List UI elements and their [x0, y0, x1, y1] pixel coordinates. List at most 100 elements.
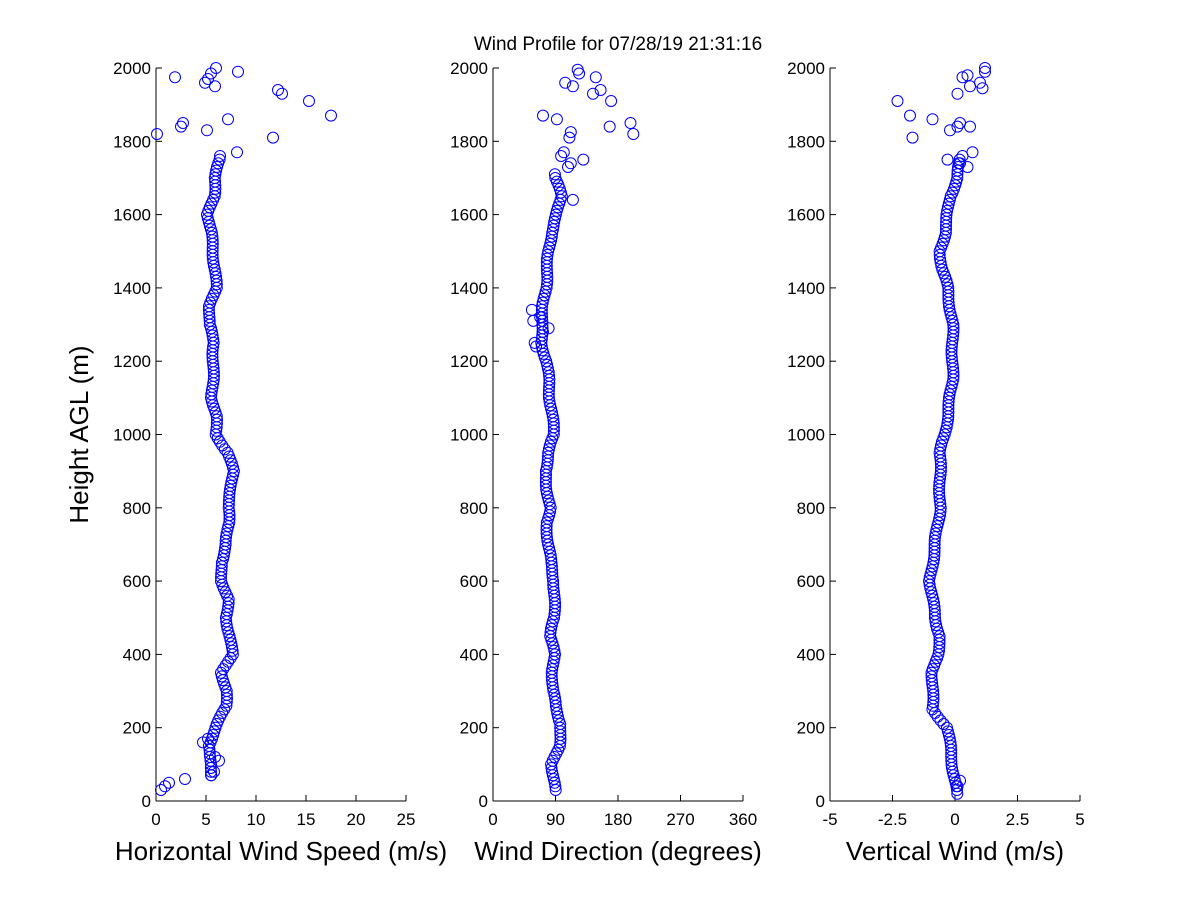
speed-ytick-label: 1000	[113, 426, 151, 445]
vertical-ytick-label: 1600	[787, 206, 825, 225]
speed-xlabel: Horizontal Wind Speed (m/s)	[115, 836, 447, 866]
speed-xtick-label: 0	[151, 810, 160, 829]
direction-point	[549, 648, 561, 661]
direction-point	[557, 146, 570, 159]
direction-xtick-label: 180	[604, 810, 632, 829]
speed-point	[226, 641, 238, 654]
panel-vertical: 0 200 400 600 800 1000 1200 1400 1600 1800 2000 -5 -…	[787, 59, 1085, 866]
speed-point	[267, 131, 279, 144]
vertical-ytick-label: 200	[797, 719, 825, 738]
vertical-point	[941, 153, 954, 166]
direction-point	[627, 128, 640, 140]
vertical-point	[944, 736, 957, 749]
speed-point	[213, 435, 226, 448]
vertical-point	[891, 95, 904, 107]
vertical-xtick-label: -2.5	[878, 810, 907, 829]
speed-point	[179, 773, 191, 785]
vertical-point	[979, 62, 991, 74]
speed-point	[325, 109, 337, 122]
direction-point	[577, 153, 590, 166]
vertical-point	[976, 82, 989, 95]
direction-xtick-label: 90	[546, 810, 565, 829]
speed-ytick-label: 1200	[113, 352, 151, 371]
speed-point	[202, 303, 215, 316]
speed-point	[232, 65, 244, 78]
direction-point	[530, 340, 543, 353]
vertical-point	[925, 670, 938, 683]
direction-point	[603, 120, 616, 133]
direction-point	[566, 193, 579, 206]
direction-point	[534, 311, 547, 324]
vertical-xtick-label: 2.5	[1006, 810, 1030, 829]
direction-point	[566, 80, 579, 93]
direction-ytick-label: 400	[460, 645, 488, 664]
speed-point	[209, 80, 221, 93]
direction-point	[587, 87, 599, 100]
speed-point	[202, 73, 214, 85]
vertical-ytick-label: 1000	[787, 426, 825, 445]
direction-xtick-label: 270	[666, 810, 694, 829]
vertical-point	[951, 780, 964, 793]
vertical-ytick-label: 1200	[787, 352, 825, 371]
speed-point	[214, 150, 226, 162]
direction-point	[545, 762, 558, 774]
direction-point	[550, 113, 563, 126]
vertical-point	[954, 774, 966, 787]
speed-ytick-label: 400	[123, 645, 151, 664]
speed-point	[222, 597, 235, 610]
direction-point	[571, 63, 584, 76]
speed-point	[276, 87, 288, 100]
direction-xtick-label: 360	[729, 810, 757, 829]
speed-point	[205, 769, 217, 782]
speed-ytick-label: 600	[123, 572, 151, 591]
direction-point	[549, 172, 562, 184]
direction-point	[564, 126, 577, 139]
direction-ytick-label: 1400	[450, 279, 488, 298]
speed-xtick-label: 10	[247, 810, 266, 829]
vertical-point	[933, 633, 946, 646]
speed-xtick-label: 15	[297, 810, 316, 829]
vertical-point	[906, 131, 919, 144]
speed-point	[209, 168, 222, 181]
vertical-point	[953, 153, 966, 166]
direction-point	[542, 322, 555, 335]
vertical-point	[951, 87, 964, 100]
vertical-xtick-label: 0	[950, 810, 959, 829]
speed-ytick-label: 0	[142, 792, 151, 811]
direction-point	[624, 117, 637, 129]
speed-point	[163, 776, 175, 789]
direction-point	[589, 71, 602, 84]
vertical-point	[926, 113, 939, 126]
direction-point	[563, 131, 576, 144]
direction-point	[605, 95, 618, 107]
vertical-point	[956, 71, 969, 84]
direction-ytick-label: 1000	[450, 426, 488, 445]
direction-point	[559, 76, 572, 89]
speed-point	[151, 128, 163, 140]
speed-ytick-label: 200	[123, 719, 151, 738]
vertical-point	[944, 124, 956, 137]
vertical-ytick-label: 2000	[787, 59, 825, 78]
direction-point	[527, 314, 540, 327]
vertical-point	[937, 718, 950, 730]
speed-ytick-label: 2000	[113, 59, 151, 78]
vertical-ytick-label: 1800	[787, 132, 825, 151]
speed-point	[216, 439, 229, 452]
direction-point	[548, 168, 561, 181]
direction-ytick-label: 800	[460, 499, 488, 518]
vertical-point	[954, 157, 966, 170]
direction-ytick-label: 2000	[450, 59, 488, 78]
speed-point	[201, 124, 213, 137]
speed-ytick-label: 1800	[113, 132, 151, 151]
vertical-xtick-label: -5	[822, 810, 837, 829]
vertical-ytick-label: 0	[816, 792, 825, 811]
figure-title: Wind Profile for 07/28/19 21:31:16	[474, 34, 762, 55]
speed-point	[155, 784, 167, 796]
vertical-xtick-label: 5	[1075, 810, 1084, 829]
direction-point	[549, 780, 562, 793]
vertical-point	[966, 146, 979, 159]
speed-point	[209, 751, 221, 763]
